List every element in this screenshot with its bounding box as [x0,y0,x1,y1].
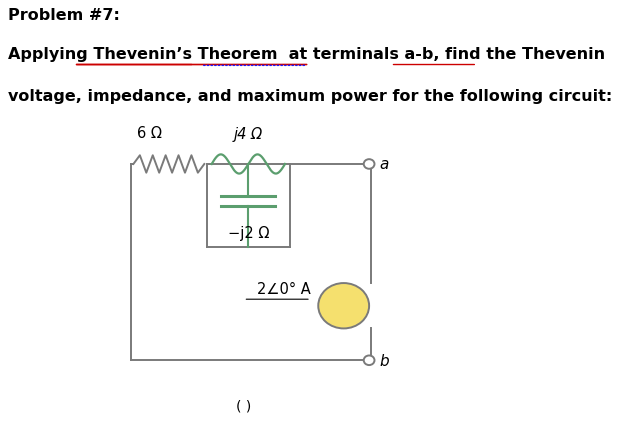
Text: 2∠0° A: 2∠0° A [257,281,311,296]
Text: −j2 Ω: −j2 Ω [228,226,269,241]
Text: Applying Thevenin’s Theorem  at terminals a-b, find the Thevenin: Applying Thevenin’s Theorem at terminals… [7,47,605,62]
Circle shape [318,283,369,328]
Text: j4 Ω: j4 Ω [233,127,263,142]
Text: ( ): ( ) [236,399,251,413]
Circle shape [364,356,374,365]
Text: voltage, impedance, and maximum power for the following circuit:: voltage, impedance, and maximum power fo… [7,88,612,103]
Text: Problem #7:: Problem #7: [7,8,120,23]
Circle shape [364,160,374,170]
Text: a: a [380,157,389,172]
Text: b: b [380,353,389,368]
Text: 6 Ω: 6 Ω [137,126,161,141]
